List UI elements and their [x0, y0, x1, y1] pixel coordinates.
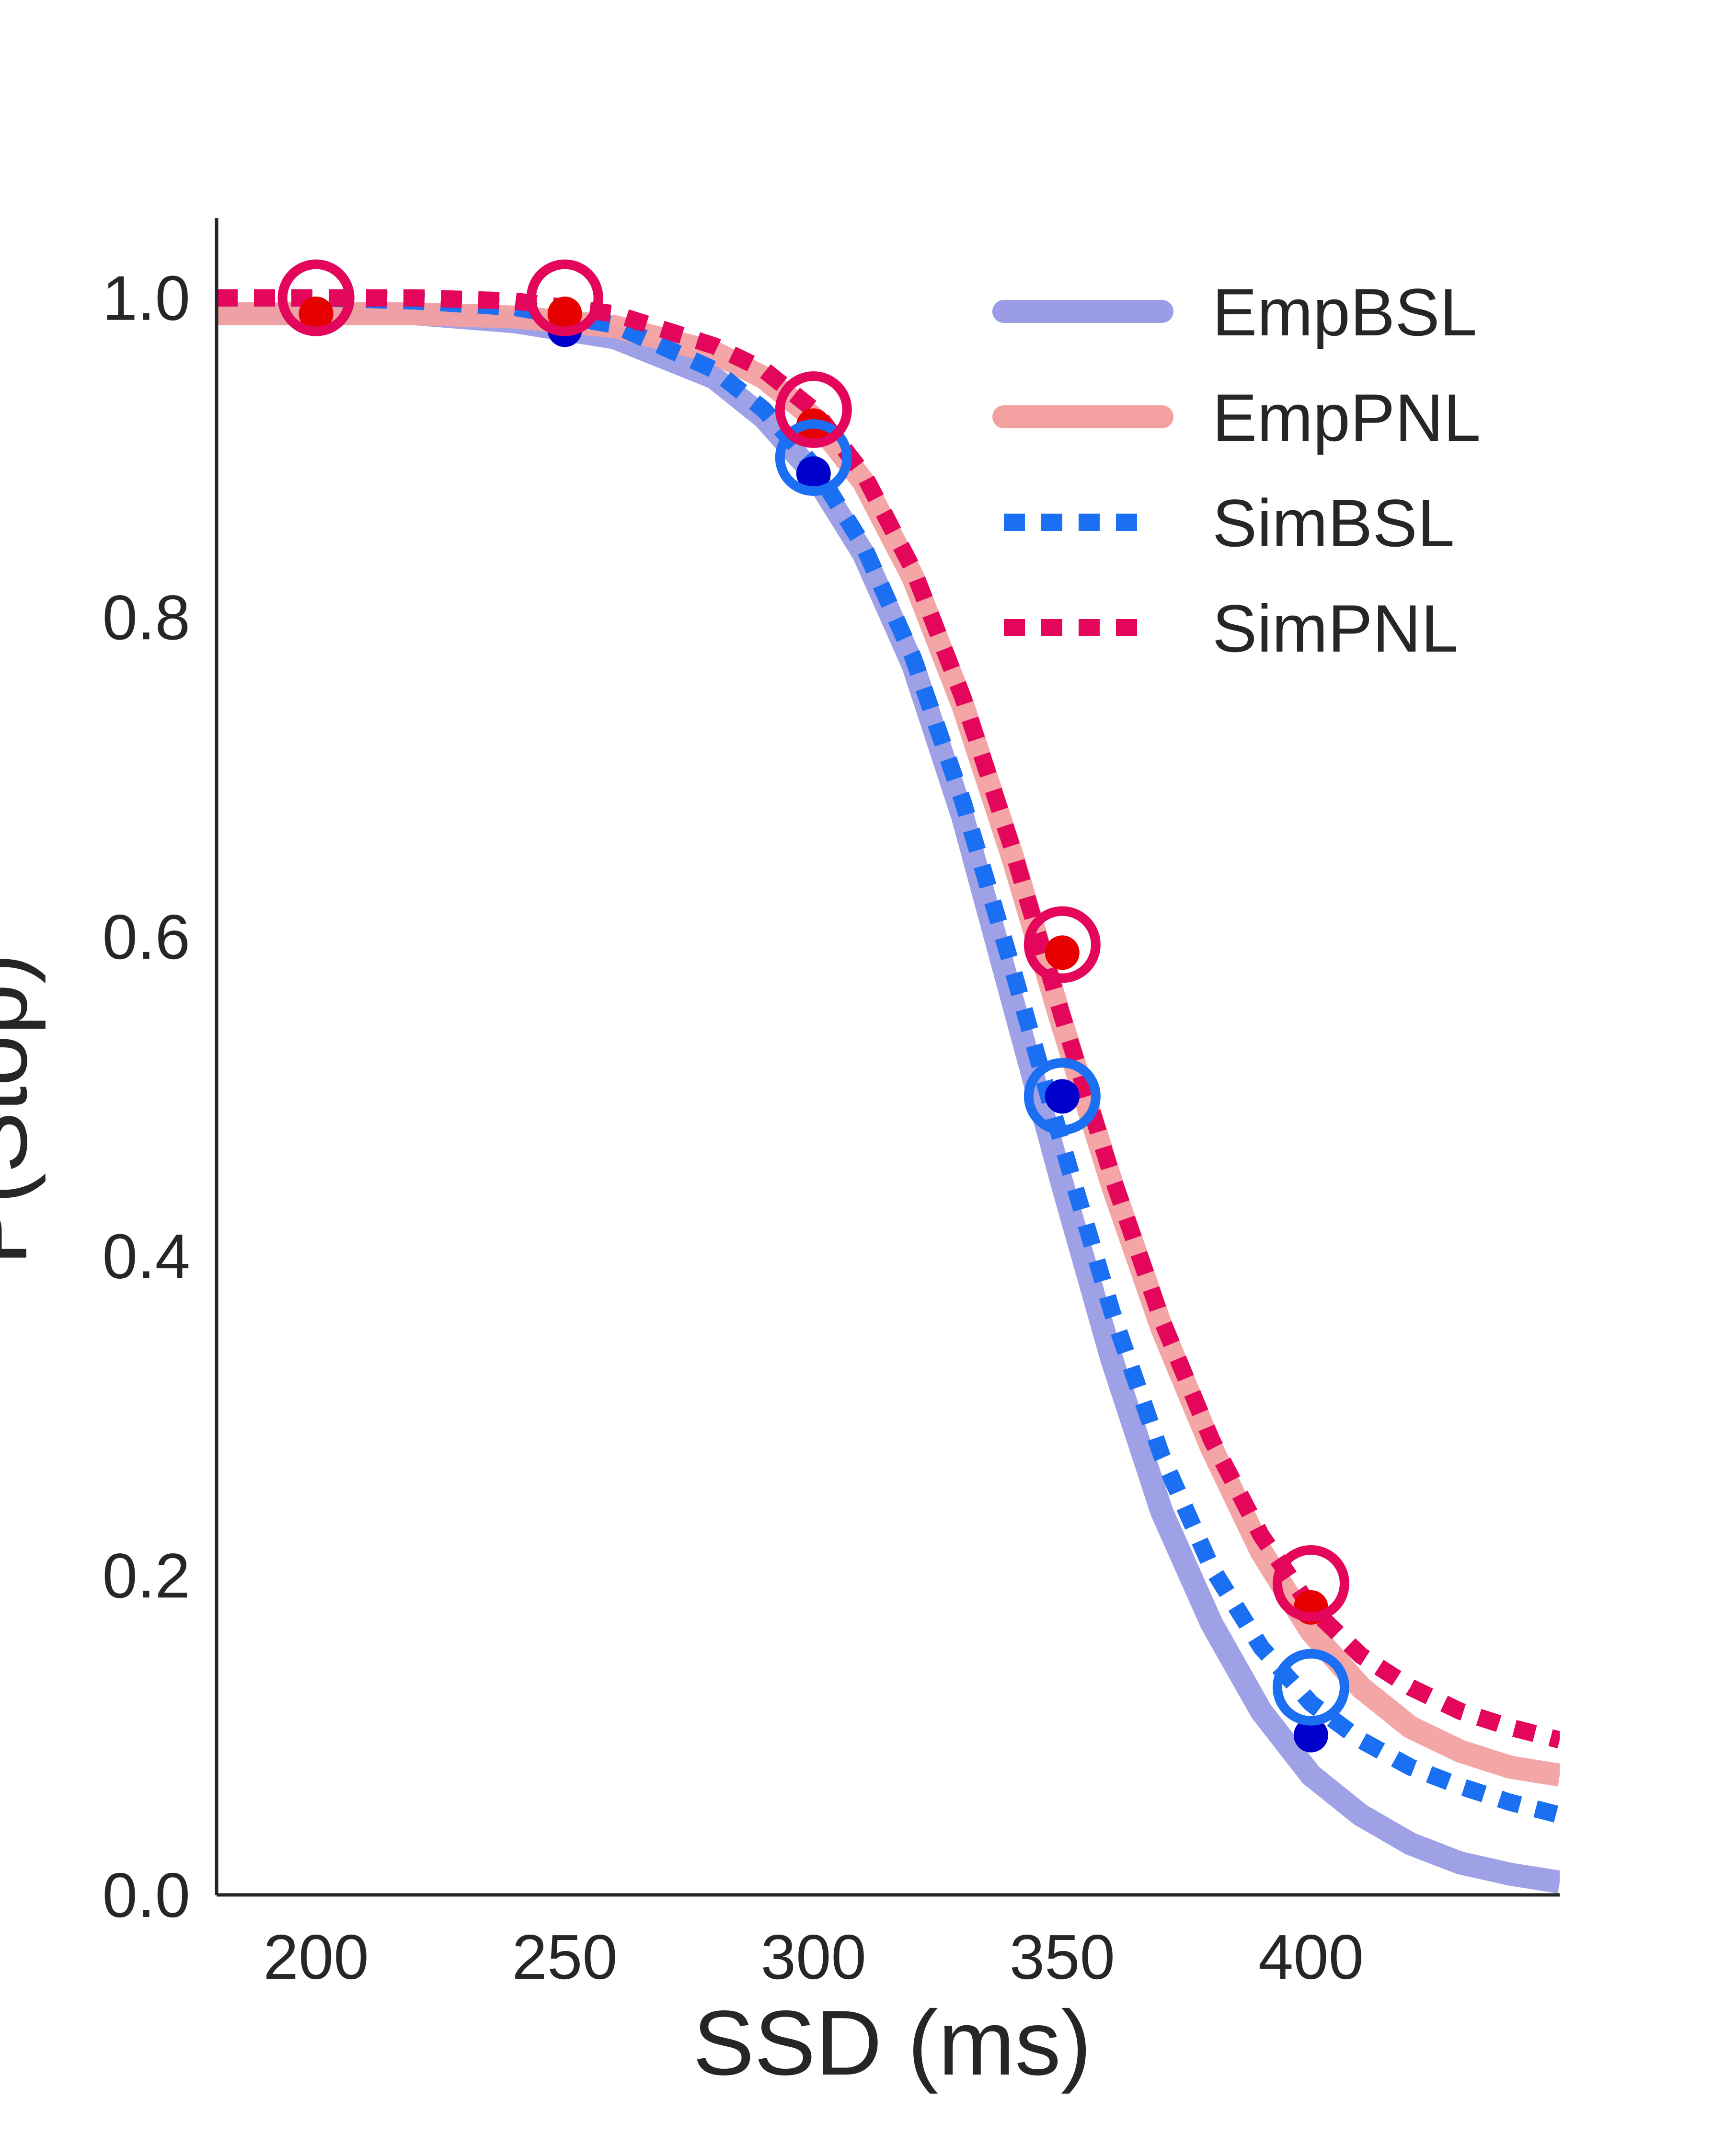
x-tick-label: 250 — [512, 1922, 618, 1992]
simpnl-marker — [775, 371, 852, 448]
y-axis-label: P(Stop) — [0, 953, 46, 1265]
y-tick-label: 0.6 — [103, 902, 191, 972]
x-tick-label: 300 — [761, 1922, 866, 1992]
simbsl-marker — [1024, 1058, 1101, 1135]
x-tick-label: 400 — [1258, 1922, 1364, 1992]
legend-item-simbsl: SimBSL — [1004, 485, 1455, 561]
x-tick-label: 200 — [264, 1922, 369, 1992]
simbsl-marker — [775, 419, 852, 496]
legend-label: EmpPNL — [1212, 380, 1481, 455]
legend-label: EmpBSL — [1212, 275, 1477, 350]
simpnl-marker — [1272, 1545, 1349, 1622]
y-tick-label: 0.2 — [103, 1540, 191, 1611]
y-tick-label: 0.0 — [103, 1860, 191, 1930]
emppnl-data-point — [547, 297, 582, 331]
legend: EmpBSL EmpPNL SimBSL SimPNL — [992, 275, 1481, 666]
legend-item-simpnl: SimPNL — [1004, 591, 1458, 666]
x-axis-label: SSD (ms) — [693, 1991, 1092, 2094]
empbsl-data-point — [1045, 1079, 1080, 1114]
emppnl-data-point — [1045, 935, 1080, 970]
legend-item-empbsl: EmpBSL — [992, 275, 1477, 350]
empbsl-data-point — [796, 456, 831, 491]
legend-label: SimPNL — [1212, 591, 1458, 666]
y-tick-label: 1.0 — [103, 263, 191, 333]
emppnl-data-point — [299, 297, 334, 331]
empbsl-data-point — [1293, 1718, 1328, 1753]
plot-area — [217, 259, 1560, 1893]
y-tick-label: 0.4 — [103, 1221, 191, 1292]
simpnl-marker — [526, 259, 603, 336]
y-tick-label: 0.8 — [103, 582, 191, 653]
legend-label: SimBSL — [1212, 485, 1455, 561]
series-simbsl — [217, 289, 1560, 1823]
simbsl-line — [217, 289, 1560, 1823]
axes: 200 250 300 350 400 0.0 0.2 0.4 0.6 0.8 1.0 — [103, 218, 1560, 1992]
simbsl-marker — [1272, 1649, 1349, 1726]
simpnl-marker — [277, 259, 355, 336]
legend-item-emppnl: EmpPNL — [992, 380, 1481, 455]
x-tick-label: 350 — [1010, 1922, 1115, 1992]
simpnl-marker — [1024, 906, 1101, 983]
